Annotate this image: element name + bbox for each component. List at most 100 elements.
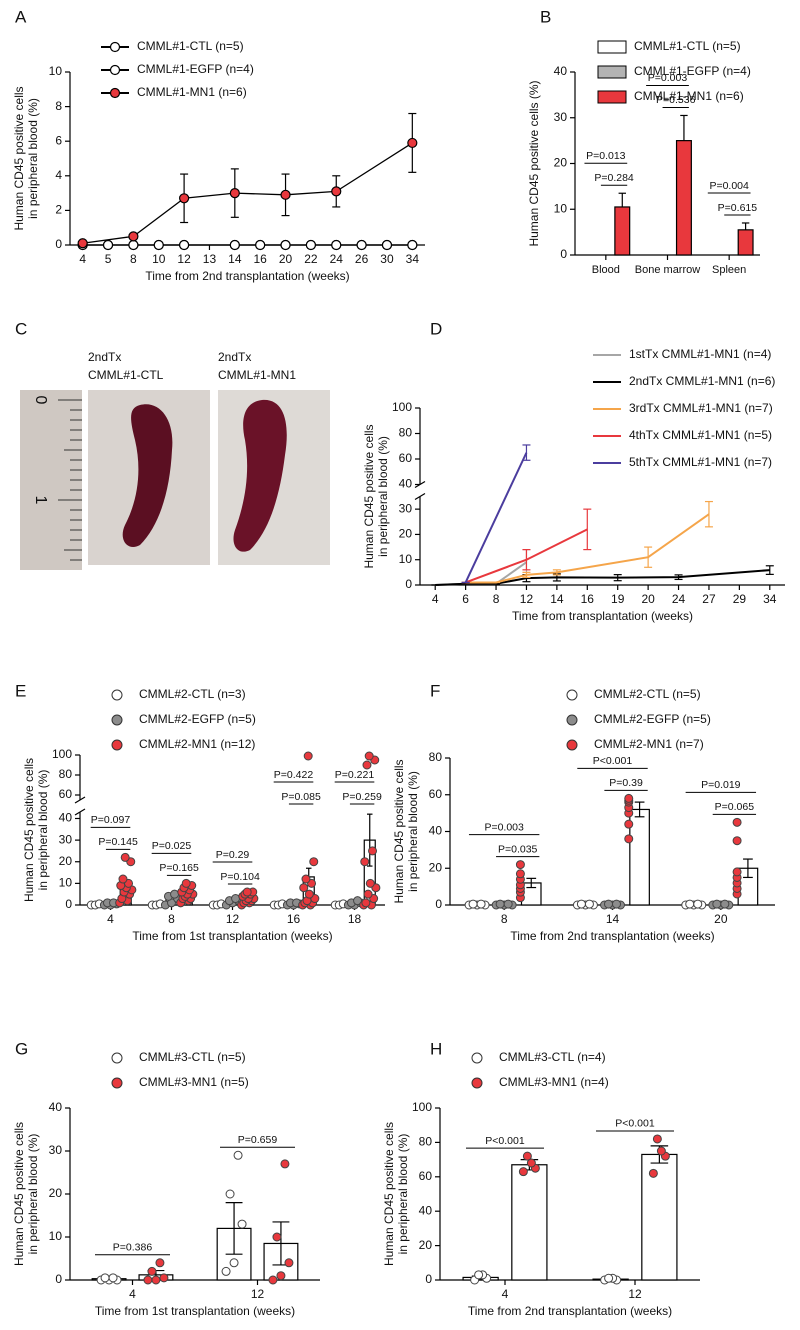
- data-point: [305, 239, 316, 251]
- x-tick-label: 8: [493, 592, 500, 606]
- data-point: [77, 238, 88, 249]
- x-tick-label: 18: [348, 912, 362, 926]
- y-axis-label: in peripheral blood (%): [396, 1134, 410, 1255]
- data-point: [303, 751, 313, 761]
- panel-label: H: [430, 1039, 442, 1058]
- ruler-label: 0: [32, 396, 49, 405]
- data-point: [693, 899, 703, 909]
- y-tick-label: 80: [419, 1135, 433, 1149]
- data-point: [584, 899, 594, 909]
- legend-marker: [109, 64, 121, 76]
- data-point: [155, 1258, 165, 1268]
- p-value: P=0.004: [709, 180, 749, 192]
- x-axis-label: Time from 2nd transplantation (weeks): [510, 929, 714, 943]
- x-tick-label: 16: [581, 592, 595, 606]
- legend-marker: [111, 689, 123, 701]
- legend-label: 4thTx CMML#1-MN1 (n=5): [629, 428, 772, 442]
- p-value: P=0.003: [648, 72, 688, 84]
- x-tick-label: 34: [763, 592, 777, 606]
- legend-marker: [111, 714, 123, 726]
- x-tick-label: 4: [502, 1287, 509, 1301]
- data-point: [120, 852, 130, 862]
- data-point: [108, 1273, 118, 1283]
- y-tick-label: 10: [399, 552, 413, 566]
- data-point: [100, 1273, 110, 1283]
- x-tick-label: 5: [105, 252, 112, 266]
- data-point: [304, 889, 314, 899]
- y-tick-label: 0: [55, 237, 62, 251]
- panel-label: E: [15, 681, 26, 700]
- data-point: [255, 239, 266, 251]
- p-value: P=0.165: [159, 862, 199, 874]
- y-tick-label: 4: [55, 168, 62, 182]
- y-tick-label: 30: [59, 832, 73, 846]
- data-point: [712, 899, 722, 909]
- data-point: [604, 1273, 614, 1283]
- y-tick-label: 60: [419, 1169, 433, 1183]
- x-tick-label: 14: [228, 252, 242, 266]
- data-point: [474, 1270, 484, 1280]
- legend-label: 3rdTx CMML#1-MN1 (n=7): [629, 401, 773, 415]
- legend-label: CMML#3-MN1 (n=4): [499, 1075, 609, 1089]
- panel-label: B: [540, 7, 551, 26]
- p-value: P=0.221: [335, 769, 375, 781]
- data-point: [576, 899, 586, 909]
- legend-marker: [111, 1052, 123, 1064]
- p-value: P=0.085: [281, 791, 321, 803]
- axis-break: [74, 808, 86, 816]
- data-point: [360, 857, 370, 867]
- data-point: [181, 878, 191, 888]
- y-axis-label: in peripheral blood (%): [406, 771, 420, 892]
- y-tick-label: 40: [49, 1100, 63, 1114]
- bar: [675, 140, 692, 256]
- bar: [614, 206, 631, 256]
- data-point: [128, 239, 139, 251]
- y-tick-label: 10: [49, 1229, 63, 1243]
- x-tick-label: 4: [432, 592, 439, 606]
- y-tick-label: 20: [59, 854, 73, 868]
- x-tick-label: 13: [203, 252, 217, 266]
- legend-marker: [566, 739, 578, 751]
- spleen: [122, 404, 173, 548]
- y-tick-label: 0: [435, 897, 442, 911]
- x-tick-label: 14: [606, 912, 620, 926]
- data-point: [732, 836, 742, 846]
- p-value: P<0.001: [485, 1135, 525, 1147]
- x-tick-label: 12: [520, 592, 534, 606]
- x-tick-label: 22: [304, 252, 318, 266]
- x-tick-label: Blood: [592, 264, 620, 276]
- data-point: [280, 239, 291, 251]
- y-tick-label: 0: [425, 1272, 432, 1286]
- data-point: [225, 1189, 235, 1199]
- ruler-label: 1: [32, 496, 49, 505]
- x-tick-label: 34: [406, 252, 420, 266]
- y-axis-label: Human CD45 positive cells: [382, 1122, 396, 1266]
- legend-label: 5thTx CMML#1-MN1 (n=7): [629, 455, 772, 469]
- p-value: P=0.39: [609, 777, 643, 789]
- data-point: [624, 819, 634, 829]
- p-value: P=0.035: [498, 843, 538, 855]
- data-point: [301, 874, 311, 884]
- series-line: [465, 513, 710, 584]
- data-point: [153, 239, 164, 251]
- data-point: [280, 189, 291, 200]
- y-tick-label: 20: [419, 1238, 433, 1252]
- p-value: P=0.065: [715, 801, 755, 813]
- data-point: [118, 874, 128, 884]
- legend-label: CMML#2-EGFP (n=5): [594, 712, 711, 726]
- x-axis-label: Time from 1st transplantation (weeks): [132, 929, 332, 943]
- y-tick-label: 100: [392, 400, 412, 414]
- y-axis-label: in peripheral blood (%): [26, 1134, 40, 1255]
- legend-marker: [109, 41, 121, 53]
- legend-label: CMML#1-CTL (n=5): [137, 39, 244, 53]
- data-point: [299, 883, 309, 893]
- data-point: [468, 899, 478, 909]
- x-tick-label: 30: [380, 252, 394, 266]
- legend-label: CMML#2-MN1 (n=7): [594, 737, 704, 751]
- y-tick-label: 40: [429, 824, 443, 838]
- data-point: [407, 239, 418, 251]
- x-tick-label: 16: [287, 912, 301, 926]
- x-tick-label: 20: [641, 592, 655, 606]
- data-point: [503, 899, 513, 909]
- y-tick-label: 40: [419, 1203, 433, 1217]
